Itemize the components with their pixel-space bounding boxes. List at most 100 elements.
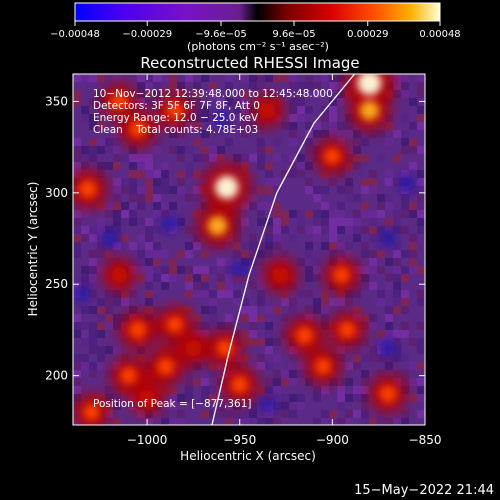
texture-cell [305, 130, 313, 138]
texture-cell [145, 154, 153, 162]
texture-cell [161, 90, 169, 98]
texture-cell [217, 274, 225, 282]
texture-cell [369, 130, 377, 138]
texture-cell [361, 154, 369, 162]
texture-cell [273, 410, 281, 418]
texture-cell [281, 402, 289, 410]
texture-cell [169, 82, 177, 90]
texture-cell [73, 234, 81, 242]
texture-cell [257, 362, 265, 370]
x-tick-label: −1000 [127, 433, 168, 447]
texture-cell [321, 386, 329, 394]
texture-cell [161, 274, 169, 282]
x-tick-label: −900 [316, 433, 349, 447]
texture-cell [137, 194, 145, 202]
texture-cell [193, 122, 201, 130]
texture-cell [409, 242, 417, 250]
y-tick-label: 350 [45, 94, 68, 108]
texture-cell [393, 290, 401, 298]
texture-cell [369, 226, 377, 234]
texture-cell [369, 234, 377, 242]
texture-cell [337, 186, 345, 194]
texture-cell [177, 130, 185, 138]
texture-cell [305, 290, 313, 298]
texture-cell [321, 290, 329, 298]
texture-cell [305, 186, 313, 194]
texture-cell [369, 282, 377, 290]
texture-cell [281, 210, 289, 218]
texture-cell [169, 130, 177, 138]
texture-cell [129, 210, 137, 218]
texture-cell [241, 410, 249, 418]
texture-cell [257, 138, 265, 146]
texture-cell [209, 386, 217, 394]
texture-cell [329, 74, 337, 82]
texture-cell [265, 178, 273, 186]
texture-cell [417, 74, 425, 82]
texture-cell [361, 410, 369, 418]
texture-cell [177, 218, 185, 226]
texture-cell [393, 218, 401, 226]
emission-core-spot [359, 100, 380, 121]
texture-cell [329, 218, 337, 226]
texture-cell [89, 322, 97, 330]
texture-cell [185, 122, 193, 130]
texture-cell [401, 298, 409, 306]
texture-cell [233, 210, 241, 218]
texture-cell [273, 370, 281, 378]
texture-cell [89, 234, 97, 242]
texture-cell [249, 202, 257, 210]
texture-cell [153, 210, 161, 218]
texture-cell [289, 130, 297, 138]
texture-cell [137, 274, 145, 282]
texture-cell [401, 322, 409, 330]
texture-cell [385, 282, 393, 290]
texture-cell [409, 250, 417, 258]
texture-cell [353, 194, 361, 202]
y-tick-label: 300 [45, 186, 68, 200]
texture-cell [257, 74, 265, 82]
texture-cell [297, 218, 305, 226]
solar-limb-curve [211, 74, 356, 425]
texture-cell [233, 98, 241, 106]
texture-cell [273, 234, 281, 242]
texture-cell [377, 410, 385, 418]
texture-cell [169, 386, 177, 394]
texture-cell [113, 178, 121, 186]
texture-cell [105, 322, 113, 330]
texture-cell [377, 354, 385, 362]
texture-cell [153, 186, 161, 194]
texture-cell [313, 186, 321, 194]
texture-cell [281, 218, 289, 226]
texture-cell [321, 418, 329, 425]
texture-cell [401, 74, 409, 82]
texture-cell [73, 370, 81, 378]
texture-cell [145, 298, 153, 306]
texture-cell [97, 306, 105, 314]
texture-cell [393, 346, 401, 354]
texture-cell [273, 306, 281, 314]
texture-cell [201, 130, 209, 138]
texture-cell [337, 298, 345, 306]
texture-cell [337, 386, 345, 394]
texture-cell [145, 266, 153, 274]
colorbar-tick-label: −0.00029 [122, 29, 172, 40]
texture-cell [145, 74, 153, 82]
texture-cell [401, 370, 409, 378]
texture-cell [369, 210, 377, 218]
texture-cell [217, 258, 225, 266]
texture-cell [113, 186, 121, 194]
texture-cell [121, 202, 129, 210]
texture-cell [201, 274, 209, 282]
texture-cell [321, 226, 329, 234]
texture-cell [209, 266, 217, 274]
texture-cell [409, 98, 417, 106]
texture-cell [401, 146, 409, 154]
texture-cell [185, 194, 193, 202]
emission-core-spot [110, 92, 128, 110]
texture-cell [161, 402, 169, 410]
texture-cell [385, 122, 393, 130]
negative-spot [230, 260, 249, 279]
texture-cell [73, 314, 81, 322]
texture-cell [377, 130, 385, 138]
